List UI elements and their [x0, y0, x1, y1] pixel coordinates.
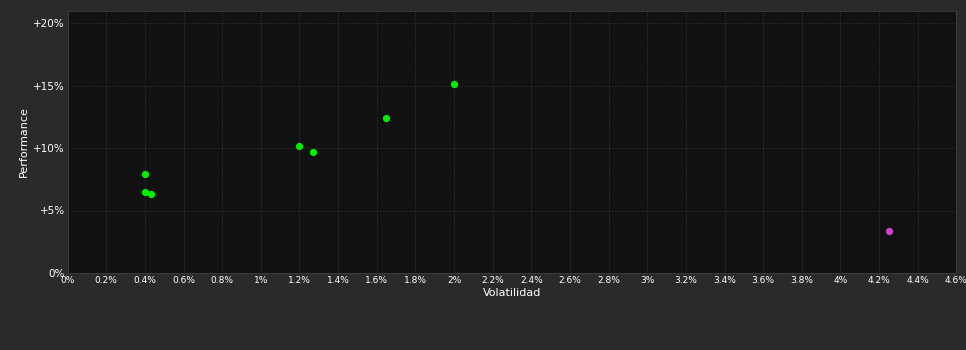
Point [143, 191, 158, 197]
Point [292, 143, 307, 148]
Point [379, 115, 394, 121]
Point [137, 189, 153, 195]
Point [137, 172, 153, 177]
Point [305, 149, 321, 155]
Point [881, 228, 896, 233]
Y-axis label: Performance: Performance [19, 106, 29, 177]
Point [446, 82, 462, 87]
X-axis label: Volatilidad: Volatilidad [483, 288, 541, 298]
